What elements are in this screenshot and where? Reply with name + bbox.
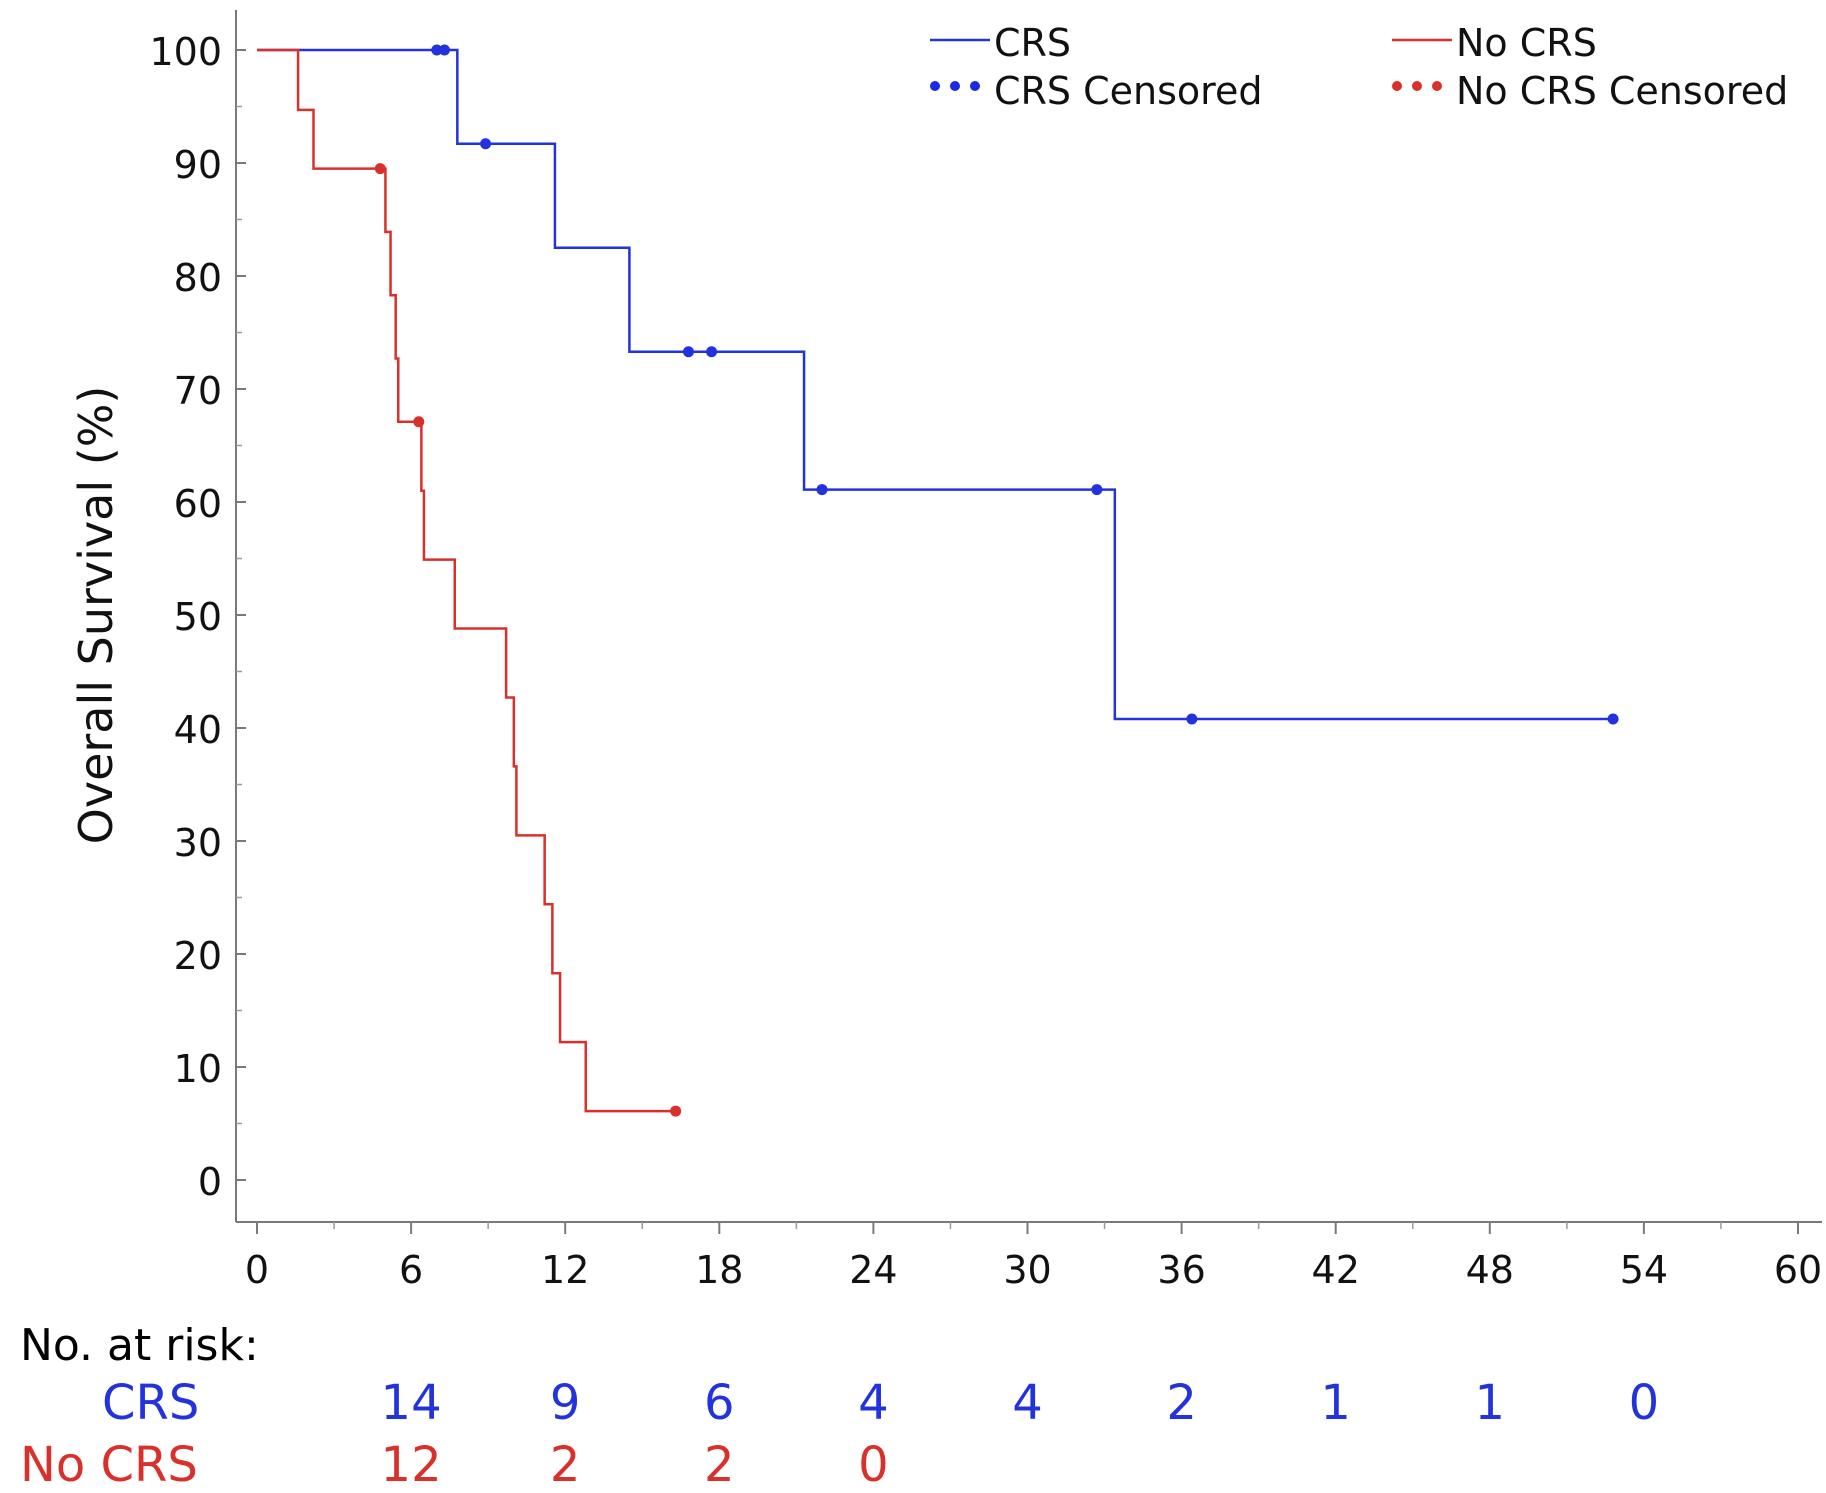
x-tick-label: 24 — [849, 1248, 897, 1292]
km-plot: 0 10 20 30 40 50 60 70 80 90 100 0 6 12 18 24 30 36 42 48 54… — [69, 10, 1822, 1320]
y-tick-label: 70 — [174, 369, 222, 413]
y-tick-label: 20 — [174, 934, 222, 978]
legend-swatch-crs-censored — [950, 81, 960, 91]
censor-mark-crs — [706, 346, 718, 358]
y-tick-label: 90 — [174, 143, 222, 187]
y-tick-label: 100 — [149, 30, 222, 74]
censor-mark-crs — [1091, 484, 1103, 496]
series-crs-line — [257, 48, 1614, 721]
x-tick-label: 0 — [245, 1248, 269, 1292]
y-tick-label: 0 — [198, 1160, 222, 1204]
risk-count-crs: 9 — [549, 1375, 581, 1431]
legend-label-crs: CRS — [994, 21, 1071, 65]
risk-count-no-crs: 2 — [549, 1437, 581, 1493]
risk-count-no-crs: 12 — [380, 1437, 442, 1493]
risk-row-label-no-crs: No CRS — [20, 1437, 198, 1493]
censor-mark-crs — [682, 346, 694, 358]
y-tick-label: 60 — [174, 482, 222, 526]
risk-count-crs: 6 — [704, 1375, 735, 1431]
censor-mark-crs — [1607, 713, 1619, 725]
risk-count-crs: 4 — [858, 1375, 889, 1431]
risk-count-crs: 1 — [1320, 1375, 1351, 1431]
risk-count-no-crs: 0 — [858, 1437, 889, 1493]
y-axis-label: Overall Survival (%) — [69, 386, 123, 845]
censor-mark-no-crs — [670, 1105, 682, 1117]
risk-count-crs: 0 — [1628, 1375, 1660, 1431]
risk-count-crs: 2 — [1166, 1375, 1197, 1431]
censor-mark-crs — [816, 484, 828, 496]
censor-mark-no-crs — [374, 163, 386, 175]
series-layer — [257, 44, 1619, 1117]
x-tick-label: 30 — [1003, 1248, 1051, 1292]
censor-mark-crs — [438, 44, 450, 56]
x-tick-label: 54 — [1620, 1248, 1668, 1292]
risk-row-label-crs: CRS — [102, 1375, 200, 1431]
legend-swatch-crs-censored — [970, 81, 980, 91]
y-tick-label: 30 — [174, 821, 222, 865]
risk-count-crs: 4 — [1012, 1375, 1043, 1431]
x-tick-label: 12 — [541, 1248, 589, 1292]
y-tick-label: 50 — [174, 595, 222, 639]
censor-mark-crs — [480, 138, 492, 150]
x-tick-label: 48 — [1466, 1248, 1514, 1292]
series-no-crs-line — [257, 48, 676, 1113]
risk-count-no-crs: 2 — [704, 1437, 735, 1493]
risk-count-crs: 1 — [1474, 1375, 1506, 1431]
y-tick-label: 80 — [174, 256, 222, 300]
legend-swatch-no-crs-censored — [1412, 81, 1422, 91]
x-tick-label: 36 — [1157, 1248, 1205, 1292]
censor-mark-no-crs — [413, 416, 425, 428]
x-tick-label: 42 — [1312, 1248, 1360, 1292]
x-tick-label: 6 — [399, 1248, 423, 1292]
legend-label-crs-censored: CRS Censored — [994, 69, 1262, 113]
censor-mark-crs — [431, 44, 443, 56]
legend-swatch-no-crs-censored — [1392, 81, 1402, 91]
y-tick-label: 10 — [174, 1047, 222, 1091]
risk-count-crs: 14 — [380, 1375, 442, 1431]
y-tick-label: 40 — [174, 708, 222, 752]
legend-swatch-no-crs-censored — [1432, 81, 1442, 91]
risk-table-title: No. at risk: — [20, 1320, 259, 1371]
x-tick-label: 60 — [1774, 1248, 1822, 1292]
legend-label-no-crs-censored: No CRS Censored — [1456, 69, 1788, 113]
x-tick-label: 18 — [695, 1248, 743, 1292]
x-axis-label: Months since enrollment — [793, 1317, 1261, 1320]
legend-swatch-crs-censored — [930, 81, 940, 91]
censor-mark-crs — [1186, 713, 1198, 725]
legend-label-no-crs: No CRS — [1456, 21, 1597, 65]
axes: 0 10 20 30 40 50 60 70 80 90 100 0 6 12 18 24 30 36 42 48 54… — [69, 10, 1822, 1320]
